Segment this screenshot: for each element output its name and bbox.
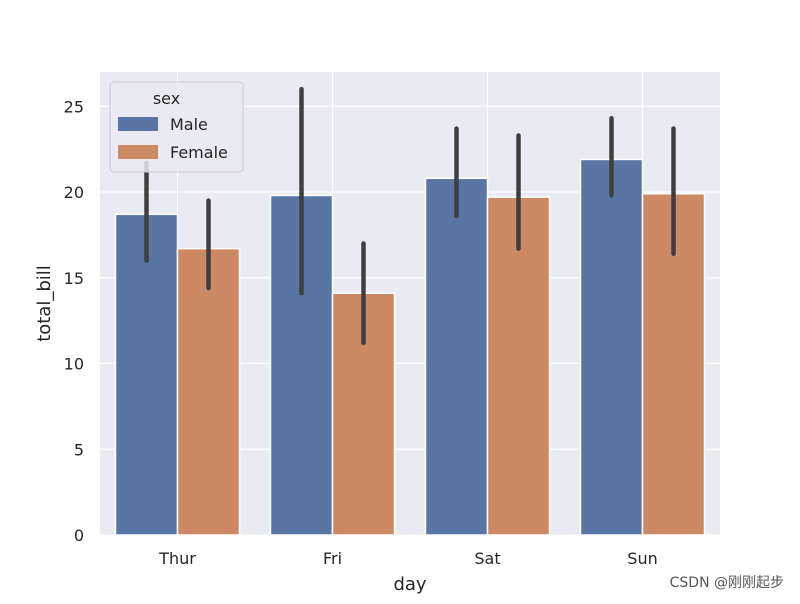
x-axis-ticks: Thur Fri Sat Sun <box>158 549 658 568</box>
x-axis-label: day <box>393 574 426 595</box>
y-axis-label: total_bill <box>34 265 55 342</box>
y-tick-label: 0 <box>74 526 84 545</box>
legend: sex Male Female <box>109 81 244 173</box>
y-tick-label: 15 <box>64 269 84 288</box>
bar-male-thur <box>114 213 179 536</box>
bar-male-sat <box>424 177 489 536</box>
error-bars <box>144 86 676 346</box>
x-tick-label: Sun <box>627 549 657 568</box>
watermark: CSDN @刚刚起步 <box>669 575 784 591</box>
x-tick-label: Fri <box>323 549 342 568</box>
y-tick-label: 20 <box>64 183 84 202</box>
bar-female-sat <box>486 196 551 536</box>
x-tick-label: Sat <box>474 549 500 568</box>
bar-male-sun <box>579 158 644 536</box>
y-tick-label: 5 <box>74 440 84 459</box>
y-tick-label: 25 <box>64 97 84 116</box>
legend-title: sex <box>153 89 180 108</box>
legend-entries: Male Female <box>118 115 228 162</box>
legend-swatch-male <box>118 117 158 131</box>
y-axis-ticks: 0 5 10 15 20 25 <box>64 97 84 545</box>
legend-label-female: Female <box>170 143 228 162</box>
bar-female-thur <box>176 247 241 536</box>
x-tick-label: Thur <box>158 549 196 568</box>
legend-swatch-female <box>118 145 158 159</box>
legend-label-male: Male <box>170 115 208 134</box>
y-tick-label: 10 <box>64 355 84 374</box>
